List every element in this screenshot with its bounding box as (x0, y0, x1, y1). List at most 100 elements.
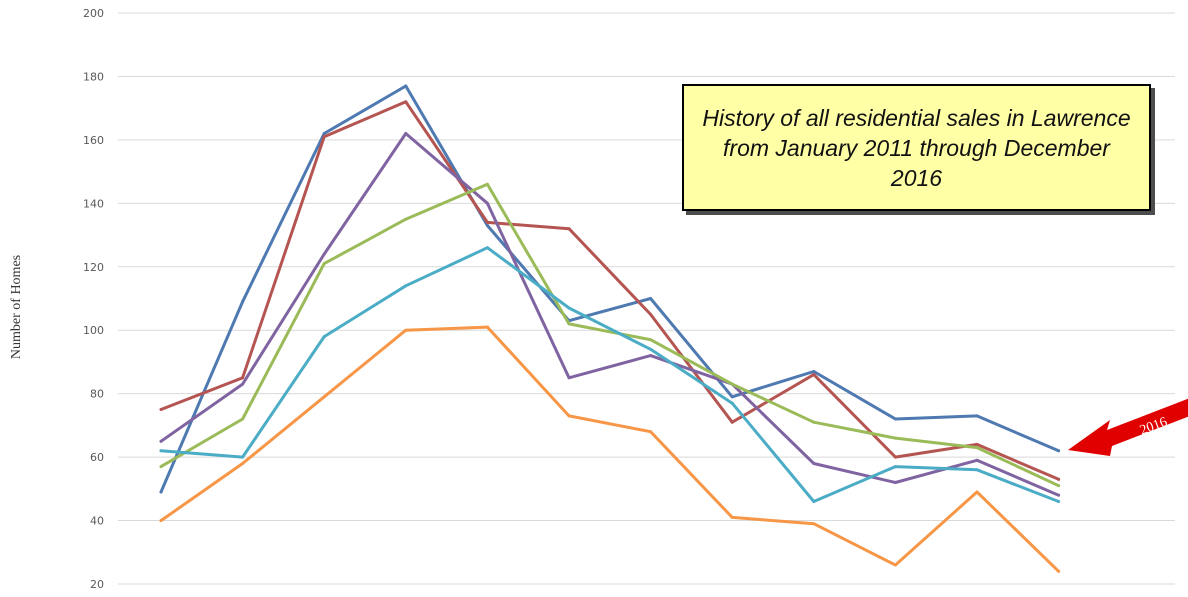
gridlines (118, 12, 1175, 585)
data-point (812, 420, 816, 424)
data-point (1057, 449, 1061, 453)
data-point (404, 284, 408, 288)
data-point (1057, 493, 1061, 497)
data-point (975, 490, 979, 494)
data-point (485, 220, 489, 224)
data-point (730, 401, 734, 405)
data-point (649, 312, 653, 316)
data-point (567, 306, 571, 310)
data-point (404, 84, 408, 88)
data-point (812, 522, 816, 526)
series-line (159, 246, 1061, 503)
data-point (322, 335, 326, 339)
data-point (241, 461, 245, 465)
data-point (485, 325, 489, 329)
y-tick-label: 120 (83, 261, 104, 274)
data-point (1057, 569, 1061, 573)
series-6 (159, 325, 1061, 573)
data-point (893, 465, 897, 469)
data-point (893, 480, 897, 484)
data-point (404, 328, 408, 332)
series-line (159, 84, 1061, 494)
y-tick-label: 160 (83, 134, 104, 147)
data-point (404, 217, 408, 221)
y-tick-label: 180 (83, 70, 104, 83)
y-axis-label: Number of Homes (9, 255, 24, 359)
series-line (159, 182, 1061, 488)
y-tick-label: 200 (83, 7, 104, 20)
data-point (485, 201, 489, 205)
series-line (159, 325, 1061, 573)
data-point (975, 458, 979, 462)
data-point (812, 500, 816, 504)
series-4 (159, 182, 1061, 488)
data-point (975, 468, 979, 472)
series-2 (159, 100, 1061, 481)
data-point (649, 338, 653, 342)
arrow-2016: 2016 (1068, 398, 1188, 456)
data-point (322, 262, 326, 266)
data-point (812, 373, 816, 377)
data-point (322, 252, 326, 256)
data-point (567, 227, 571, 231)
data-point (322, 132, 326, 136)
data-point (893, 417, 897, 421)
data-point (975, 442, 979, 446)
series-line (159, 100, 1061, 481)
data-point (241, 417, 245, 421)
data-point (241, 455, 245, 459)
data-point (241, 376, 245, 380)
data-point (241, 300, 245, 304)
arrow-icon (1068, 398, 1188, 456)
data-point (159, 449, 163, 453)
data-point (567, 376, 571, 380)
data-point (649, 347, 653, 351)
data-point (730, 420, 734, 424)
data-point (159, 465, 163, 469)
data-point (241, 382, 245, 386)
data-point (893, 455, 897, 459)
data-point (975, 446, 979, 450)
series-lines (159, 84, 1061, 573)
data-point (159, 408, 163, 412)
data-point (1057, 484, 1061, 488)
data-point (1057, 477, 1061, 481)
data-point (404, 100, 408, 104)
y-tick-label: 100 (83, 324, 104, 337)
data-point (485, 246, 489, 250)
annotation-box: History of all residential sales in Lawr… (682, 84, 1151, 211)
data-point (485, 182, 489, 186)
data-point (730, 515, 734, 519)
y-axis-ticks: 20 40 60 80 100 120 140 160 180 200 (83, 7, 104, 591)
data-point (893, 436, 897, 440)
y-tick-label: 40 (90, 515, 104, 528)
data-point (322, 395, 326, 399)
series-5 (159, 246, 1061, 504)
y-tick-label: 60 (90, 451, 104, 464)
data-point (404, 132, 408, 136)
data-point (1057, 500, 1061, 504)
y-tick-label: 20 (90, 578, 104, 591)
data-point (975, 414, 979, 418)
data-point (322, 135, 326, 139)
data-point (567, 414, 571, 418)
data-point (649, 354, 653, 358)
annotation-text: History of all residential sales in Lawr… (702, 104, 1131, 191)
data-point (485, 224, 489, 228)
data-point (159, 490, 163, 494)
data-point (567, 322, 571, 326)
data-point (812, 369, 816, 373)
data-point (893, 563, 897, 567)
data-point (159, 439, 163, 443)
data-point (159, 519, 163, 523)
data-point (649, 297, 653, 300)
series-line (159, 132, 1061, 497)
data-point (812, 461, 816, 465)
data-point (649, 430, 653, 434)
data-point (730, 382, 734, 386)
y-tick-label: 80 (90, 388, 104, 401)
y-tick-label: 140 (83, 197, 104, 210)
data-point (730, 395, 734, 399)
